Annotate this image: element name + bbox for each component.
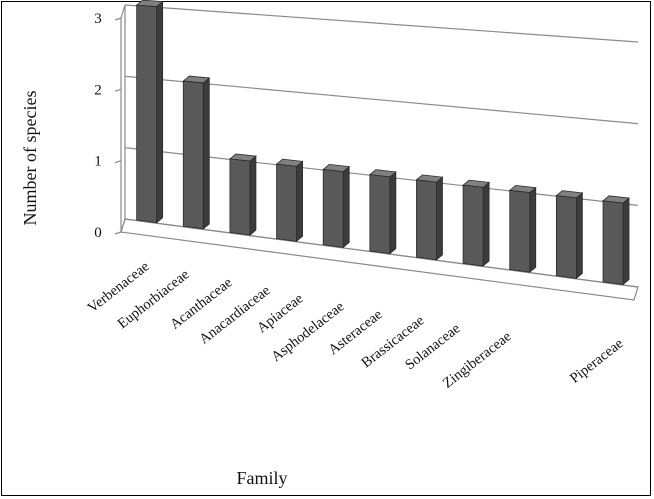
bar (135, 0, 164, 224)
bar-front (462, 184, 484, 267)
bar (275, 158, 304, 243)
bar-side (622, 197, 630, 286)
bar-side (202, 77, 210, 230)
bar (555, 190, 584, 280)
y-tick-mark (114, 160, 122, 164)
bar-side (529, 186, 537, 274)
category-labels: VerbenaceaeEuphorbiaceaeAcanthaceaeAnaca… (85, 259, 627, 392)
bar-side (296, 160, 303, 243)
bar (602, 195, 630, 286)
bar (182, 75, 211, 230)
gridline (124, 75, 639, 125)
bar-side (389, 171, 397, 255)
bar (415, 174, 444, 261)
bar-side (342, 165, 350, 249)
bar-front (182, 80, 204, 230)
y-tick-label: 1 (94, 154, 102, 170)
bar (508, 184, 537, 274)
x-axis-title: Family (236, 468, 287, 488)
y-tick-mark (114, 17, 122, 21)
bar-front (229, 158, 251, 236)
y-tick-label: 3 (94, 11, 102, 27)
bar (322, 163, 351, 249)
bar (368, 169, 397, 255)
bar-side (575, 192, 583, 280)
bar (228, 153, 257, 236)
bar-side (436, 176, 443, 261)
bar-front (555, 195, 577, 279)
bar-front (602, 200, 624, 286)
bar-front (276, 163, 297, 242)
bar-front (416, 179, 437, 261)
y-tick-label: 0 (94, 225, 102, 241)
gridline (124, 4, 639, 43)
bar-side (156, 0, 164, 224)
y-axis-title: Number of species (20, 91, 40, 226)
bar-side (249, 155, 257, 236)
bars (135, 0, 630, 286)
bar-front (136, 4, 158, 224)
y-tick-label: 2 (94, 82, 102, 98)
bar-side (482, 181, 490, 267)
y-tick-mark (114, 88, 122, 92)
y-tick-mark (114, 231, 122, 235)
bar-front (322, 168, 344, 248)
gridline (124, 218, 639, 288)
side-wall (120, 4, 126, 233)
bar-front (509, 189, 531, 273)
category-label: Piperaceae (567, 336, 626, 387)
y-tick-labels: 0 1 2 3 (94, 11, 122, 241)
bar (462, 179, 491, 267)
bar-front (369, 174, 391, 255)
